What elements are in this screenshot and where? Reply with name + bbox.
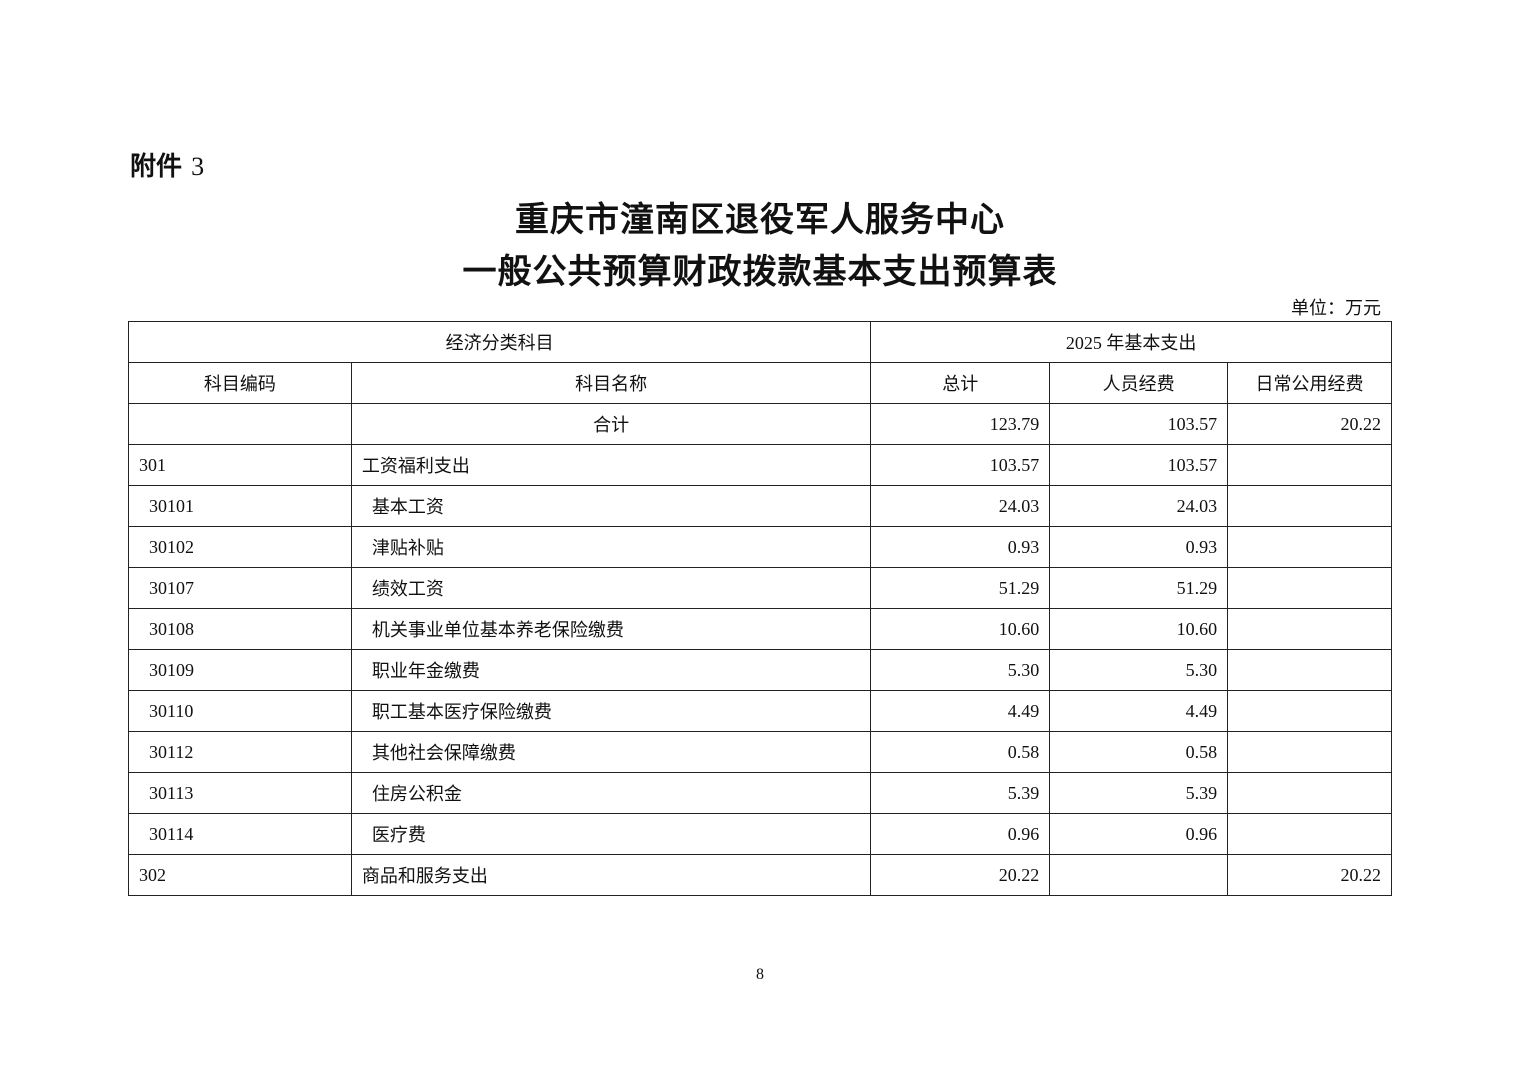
- cell-public: [1227, 526, 1392, 568]
- cell-code: [128, 403, 352, 445]
- cell-public: [1227, 731, 1392, 773]
- column-header: 人员经费: [1049, 362, 1229, 404]
- cell-personnel: 10.60: [1049, 608, 1229, 650]
- cell-personnel: 24.03: [1049, 485, 1229, 527]
- cell-code: 30112: [128, 731, 352, 773]
- cell-code: 30109: [128, 649, 352, 691]
- cell-public: 20.22: [1227, 854, 1392, 896]
- group-header: 经济分类科目: [127, 321, 872, 363]
- cell-name: 基本工资: [350, 485, 872, 527]
- cell-public: [1227, 444, 1392, 486]
- table-row: 30101 基本工资 24.03 24.03: [128, 485, 1392, 527]
- cell-name: 职业年金缴费: [350, 649, 872, 691]
- cell-code: 30114: [128, 813, 352, 855]
- document-subtitle: 一般公共预算财政拨款基本支出预算表: [462, 252, 1058, 292]
- column-header: 总计: [870, 362, 1051, 404]
- table-row: 30114 医疗费 0.96 0.96: [128, 813, 1392, 855]
- cell-name: 医疗费: [350, 813, 872, 855]
- cell-total: 5.30: [870, 649, 1051, 691]
- cell-total: 4.49: [870, 690, 1051, 732]
- cell-name: 职工基本医疗保险缴费: [350, 690, 872, 732]
- cell-personnel: 5.30: [1049, 649, 1229, 691]
- group-header: 2025 年基本支出: [870, 321, 1392, 363]
- cell-name: 工资福利支出: [350, 444, 872, 486]
- document-title: 重庆市潼南区退役军人服务中心: [515, 200, 1005, 240]
- total-row: 合计 123.79 103.57 20.22: [128, 403, 1392, 445]
- cell-total: 20.22: [870, 854, 1051, 896]
- cell-public: [1227, 608, 1392, 650]
- cell-name: 合计: [350, 403, 872, 445]
- cell-code: 30108: [128, 608, 352, 650]
- cell-total: 24.03: [870, 485, 1051, 527]
- cell-name: 绩效工资: [350, 567, 872, 609]
- table-row: 30109 职业年金缴费 5.30 5.30: [128, 649, 1392, 691]
- page-number: 8: [756, 966, 764, 983]
- table-row: 30108 机关事业单位基本养老保险缴费 10.60 10.60: [128, 608, 1392, 650]
- table-row: 30102 津贴补贴 0.93 0.93: [128, 526, 1392, 568]
- cell-total: 0.96: [870, 813, 1051, 855]
- cell-total: 0.58: [870, 731, 1051, 773]
- cell-code: 30101: [128, 485, 352, 527]
- table-row: 30113 住房公积金 5.39 5.39: [128, 772, 1392, 814]
- cell-code: 30107: [128, 567, 352, 609]
- cell-public: [1227, 485, 1392, 527]
- cell-personnel: 103.57: [1049, 444, 1229, 486]
- cell-total: 10.60: [870, 608, 1051, 650]
- table-row: 302 商品和服务支出 20.22 20.22: [128, 854, 1392, 896]
- cell-personnel: 0.93: [1049, 526, 1229, 568]
- table-row: 30107 绩效工资 51.29 51.29: [128, 567, 1392, 609]
- cell-personnel: 0.58: [1049, 731, 1229, 773]
- column-header: 日常公用经费: [1227, 362, 1392, 404]
- table-row: 301 工资福利支出 103.57 103.57: [128, 444, 1392, 486]
- table-row: 30110 职工基本医疗保险缴费 4.49 4.49: [128, 690, 1392, 732]
- cell-code: 302: [128, 854, 352, 896]
- column-header: 科目名称: [350, 362, 872, 404]
- cell-personnel: 5.39: [1049, 772, 1229, 814]
- cell-public: [1227, 772, 1392, 814]
- cell-personnel: 0.96: [1049, 813, 1229, 855]
- group-header-row: 经济分类科目 2025 年基本支出: [127, 321, 1392, 363]
- cell-name: 其他社会保障缴费: [350, 731, 872, 773]
- cell-code: 30102: [128, 526, 352, 568]
- cell-personnel: 4.49: [1049, 690, 1229, 732]
- cell-code: 30113: [128, 772, 352, 814]
- cell-code: 301: [128, 444, 352, 486]
- cell-name: 商品和服务支出: [350, 854, 872, 896]
- cell-total: 5.39: [870, 772, 1051, 814]
- header-row: 科目编码 科目名称 总计 人员经费 日常公用经费: [128, 362, 1392, 404]
- cell-total: 103.57: [870, 444, 1051, 486]
- cell-total: 0.93: [870, 526, 1051, 568]
- cell-total: 123.79: [870, 403, 1051, 445]
- cell-personnel: 51.29: [1049, 567, 1229, 609]
- cell-personnel: [1049, 854, 1229, 896]
- cell-personnel: 103.57: [1049, 403, 1229, 445]
- cell-total: 51.29: [870, 567, 1051, 609]
- cell-name: 津贴补贴: [350, 526, 872, 568]
- budget-table: 经济分类科目 2025 年基本支出 科目编码 科目名称 总计 人员经费 日常公用…: [127, 321, 1392, 896]
- cell-public: [1227, 649, 1392, 691]
- cell-public: [1227, 567, 1392, 609]
- column-header: 科目编码: [128, 362, 352, 404]
- cell-name: 住房公积金: [350, 772, 872, 814]
- unit-label: 单位：万元: [1291, 298, 1381, 318]
- attachment-label: 附件 3: [130, 152, 205, 182]
- cell-code: 30110: [128, 690, 352, 732]
- cell-public: [1227, 813, 1392, 855]
- cell-name: 机关事业单位基本养老保险缴费: [350, 608, 872, 650]
- table-row: 30112 其他社会保障缴费 0.58 0.58: [128, 731, 1392, 773]
- cell-public: [1227, 690, 1392, 732]
- cell-public: 20.22: [1227, 403, 1392, 445]
